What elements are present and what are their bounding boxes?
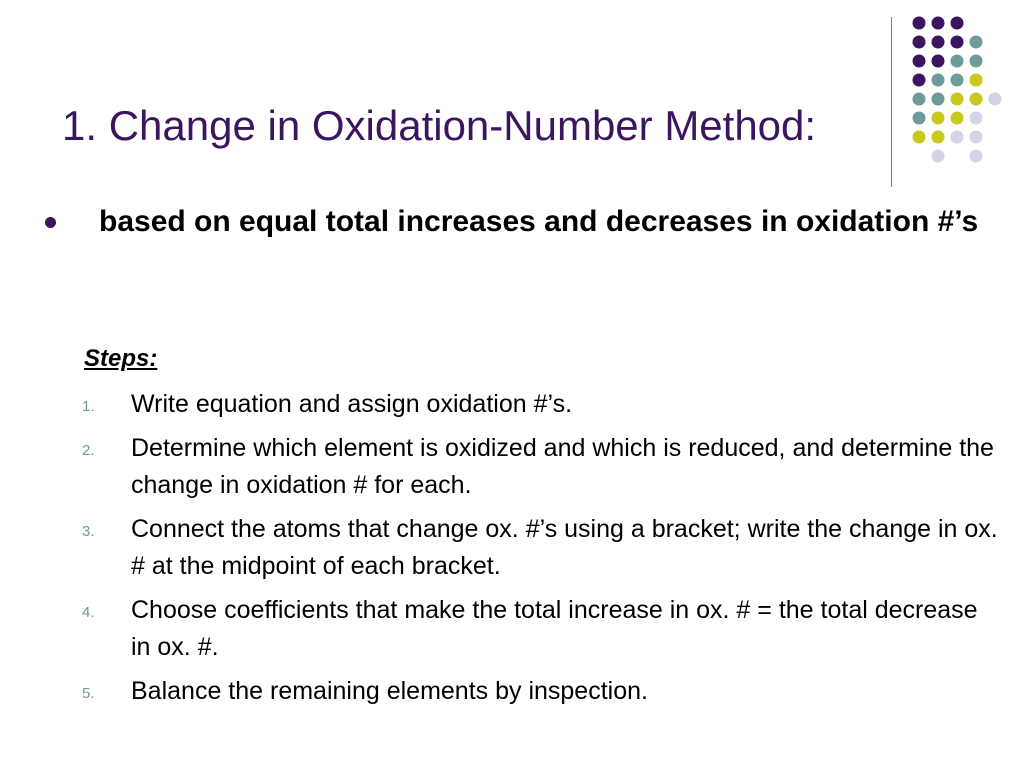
decorative-dot xyxy=(969,111,983,125)
step-number: 3. xyxy=(82,523,95,540)
decorative-dot xyxy=(988,92,1002,106)
bullet-dot-icon xyxy=(45,217,56,228)
step-number: 5. xyxy=(82,685,95,702)
decorative-dot xyxy=(912,92,926,106)
decorative-dot xyxy=(931,54,945,68)
steps-list: 1. Write equation and assign oxidation #… xyxy=(82,386,1002,717)
step-number: 1. xyxy=(82,398,95,415)
decorative-dot xyxy=(950,92,964,106)
step-number: 2. xyxy=(82,442,95,459)
decorative-dot xyxy=(912,130,926,144)
decorative-dot xyxy=(950,130,964,144)
decorative-dot xyxy=(931,35,945,49)
main-bullet-text: based on equal total increases and decre… xyxy=(99,205,979,238)
decorative-dot xyxy=(931,130,945,144)
decorative-dot xyxy=(950,16,964,30)
decorative-dot xyxy=(912,35,926,49)
decorative-dot xyxy=(931,111,945,125)
decorative-dot xyxy=(912,54,926,68)
decorative-dot xyxy=(969,35,983,49)
steps-heading: Steps: xyxy=(84,345,158,372)
decorative-dot xyxy=(931,92,945,106)
step-item: 2. Determine which element is oxidized a… xyxy=(82,430,1002,504)
decorative-dot xyxy=(950,54,964,68)
decorative-dot xyxy=(969,73,983,87)
decorative-dot xyxy=(950,73,964,87)
decorative-dot xyxy=(931,73,945,87)
step-text: Balance the remaining elements by inspec… xyxy=(131,677,648,705)
step-text: Choose coefficients that make the total … xyxy=(131,596,978,661)
decorative-dot xyxy=(912,73,926,87)
decorative-dot xyxy=(950,35,964,49)
decorative-dot xyxy=(950,111,964,125)
step-item: 5. Balance the remaining elements by ins… xyxy=(82,673,1002,710)
main-bullet: based on equal total increases and decre… xyxy=(42,200,982,243)
decorative-dot xyxy=(912,16,926,30)
step-text: Determine which element is oxidized and … xyxy=(131,434,994,499)
step-item: 1. Write equation and assign oxidation #… xyxy=(82,386,1002,423)
decorative-dot xyxy=(931,149,945,163)
step-text: Connect the atoms that change ox. #’s us… xyxy=(131,515,998,580)
decorative-dot xyxy=(969,92,983,106)
title-divider-line xyxy=(891,17,892,187)
decorative-dot xyxy=(969,54,983,68)
step-number: 4. xyxy=(82,604,95,621)
decorative-dot xyxy=(969,130,983,144)
decorative-dot xyxy=(931,16,945,30)
step-item: 4. Choose coefficients that make the tot… xyxy=(82,592,1002,666)
slide-title: 1. Change in Oxidation-Number Method: xyxy=(62,102,817,149)
decorative-dot xyxy=(912,111,926,125)
decorative-dot xyxy=(969,149,983,163)
step-text: Write equation and assign oxidation #’s. xyxy=(131,390,573,418)
step-item: 3. Connect the atoms that change ox. #’s… xyxy=(82,511,1002,585)
